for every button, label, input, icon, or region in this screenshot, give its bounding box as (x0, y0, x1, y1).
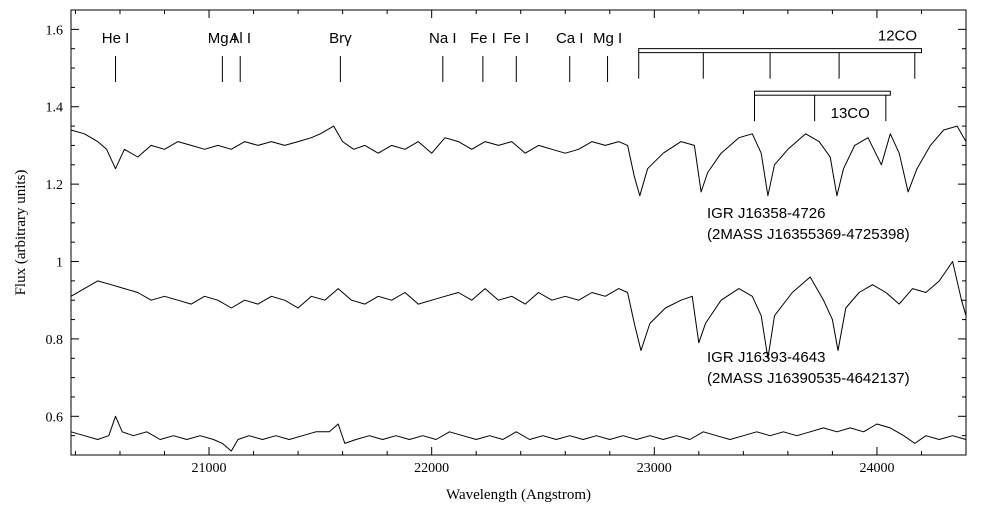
line-id-label: Fe I (503, 30, 529, 47)
band-bar (753, 90, 891, 96)
line-id-label: Na I (429, 30, 457, 47)
line-id-label: Al I (229, 30, 251, 47)
x-tick-label: 22000 (414, 461, 449, 476)
line-id-label: Brγ (329, 30, 352, 47)
spectrum-line-1 (70, 125, 967, 197)
spectrum-label: IGR J16393-4643 (707, 349, 825, 366)
line-id-label: He I (102, 30, 130, 47)
y-tick-label: 1.6 (46, 23, 64, 38)
y-axis-label: Flux (arbitrary units) (13, 170, 29, 296)
line-id-label: Mg I (208, 30, 237, 47)
y-tick-label: 1.2 (46, 178, 64, 193)
y-tick-label: 0.8 (46, 333, 64, 348)
band-label: 12CO (878, 28, 917, 45)
line-id-label: Fe I (470, 30, 496, 47)
x-axis-label: Wavelength (Angstrom) (446, 487, 591, 503)
band-label: 13CO (831, 105, 870, 122)
spectrum-line-3 (70, 415, 967, 452)
spectrum-label: IGR J16358-4726 (707, 205, 825, 222)
spectrum-label: (2MASS J16390535-4642137) (707, 370, 910, 387)
y-tick-label: 1.4 (46, 101, 64, 116)
line-id-label: Ca I (556, 30, 584, 47)
line-id-label: Mg I (593, 30, 622, 47)
spectrum-line-2 (70, 261, 967, 359)
plot-frame (70, 9, 967, 456)
y-tick-label: 0.6 (46, 410, 64, 425)
spectrum-label: (2MASS J16355369-4725398) (707, 226, 910, 243)
x-tick-label: 21000 (192, 461, 227, 476)
band-bar (638, 48, 922, 54)
x-tick-label: 24000 (859, 461, 894, 476)
x-tick-label: 23000 (637, 461, 672, 476)
y-tick-label: 1 (56, 256, 63, 271)
